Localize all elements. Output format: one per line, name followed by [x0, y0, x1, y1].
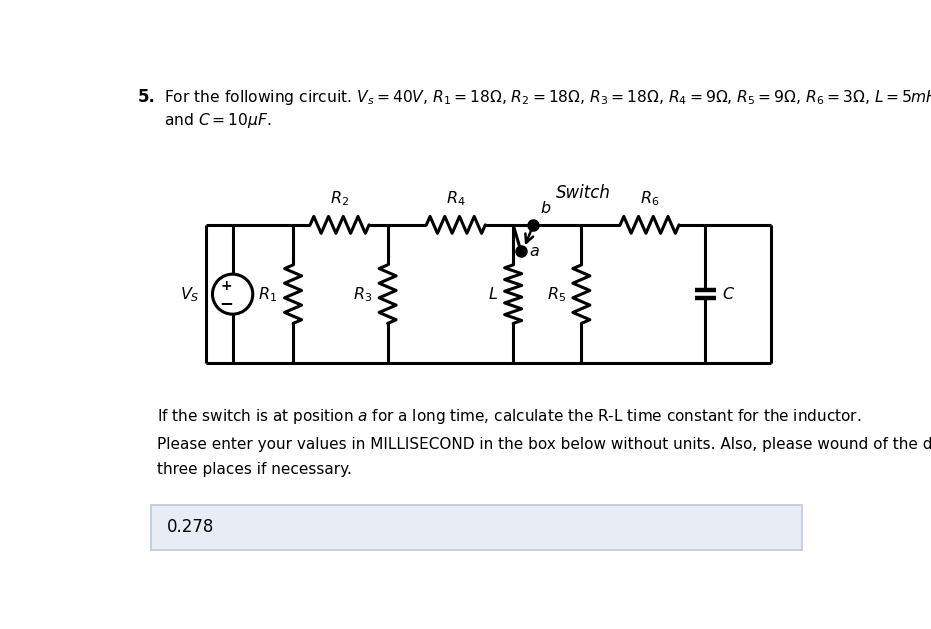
Text: $R_2$: $R_2$	[330, 189, 349, 208]
Text: three places if necessary.: three places if necessary.	[156, 462, 352, 477]
Text: For the following circuit. $V_s = 40V$, $R_1 = 18\Omega$, $R_2 = 18\Omega$, $R_3: For the following circuit. $V_s = 40V$, …	[165, 88, 931, 107]
Text: and $C = 10\mu F$.: and $C = 10\mu F$.	[165, 111, 272, 130]
Text: $R_6$: $R_6$	[640, 189, 659, 208]
Text: $a$: $a$	[529, 243, 539, 259]
FancyBboxPatch shape	[151, 505, 803, 550]
Text: Switch: Switch	[556, 184, 611, 202]
Text: $V_S$: $V_S$	[181, 285, 200, 304]
Text: $R_4$: $R_4$	[446, 189, 466, 208]
Text: $C$: $C$	[722, 286, 735, 302]
Text: $R_3$: $R_3$	[353, 285, 372, 304]
Text: 0.278: 0.278	[167, 518, 214, 537]
Text: If the switch is at position $a$ for a long time, calculate the R-L time constan: If the switch is at position $a$ for a l…	[156, 408, 861, 426]
Text: +: +	[221, 279, 233, 292]
Text: $R_1$: $R_1$	[259, 285, 277, 304]
Text: $L$: $L$	[488, 286, 498, 302]
Text: Please enter your values in MILLISECOND in the box below without units. Also, pl: Please enter your values in MILLISECOND …	[156, 437, 931, 452]
Text: $b$: $b$	[540, 199, 551, 216]
Text: −: −	[220, 294, 234, 311]
Text: 5.: 5.	[138, 88, 156, 106]
Text: $R_5$: $R_5$	[546, 285, 566, 304]
